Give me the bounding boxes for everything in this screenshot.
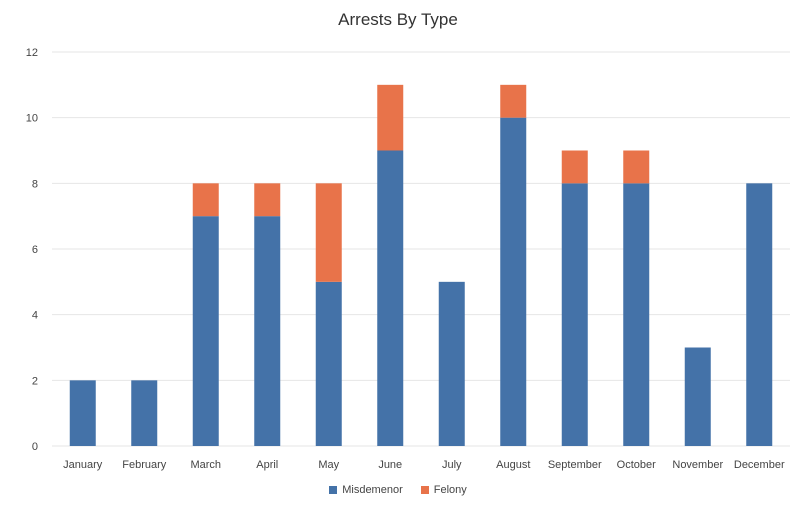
x-tick-label: November: [672, 459, 723, 471]
bar-misdemenor-may: [315, 281, 342, 446]
legend-label-felony: Felony: [433, 484, 467, 496]
bar-misdemenor-march: [192, 216, 219, 446]
legend-item-misdemenor: Misdemenor: [329, 484, 403, 496]
bar-felony-october: [623, 150, 650, 184]
x-tick-label: December: [734, 459, 785, 471]
bar-felony-may: [315, 183, 342, 282]
bar-misdemenor-february: [131, 380, 158, 446]
y-tick-label: 4: [32, 310, 38, 322]
grid: [52, 51, 790, 447]
chart-plot: 0 2 4 6 8 10 12 January February March April May Ju…: [26, 47, 790, 471]
legend-swatch-misdemenor: [329, 486, 338, 494]
y-tick-label: 10: [26, 113, 38, 125]
bar-felony-april: [254, 183, 281, 217]
y-tick-label: 0: [32, 441, 38, 453]
bar-misdemenor-august: [500, 117, 527, 447]
legend-item-felony: Felony: [420, 484, 467, 496]
bar-felony-august: [500, 84, 527, 118]
y-tick-label: 12: [26, 47, 38, 59]
legend: Misdemenor Felony: [0, 484, 796, 496]
y-tick-label: 6: [32, 244, 38, 256]
chart-title: Arrests By Type: [338, 10, 458, 29]
legend-swatch-felony: [420, 486, 429, 494]
bar-misdemenor-july: [438, 281, 465, 446]
y-tick-label: 2: [32, 375, 38, 387]
bar-misdemenor-january: [69, 380, 96, 446]
x-tick-label: May: [318, 459, 339, 471]
x-tick-label: January: [63, 459, 103, 471]
bar-felony-september: [561, 150, 588, 184]
x-tick-label: September: [548, 459, 602, 471]
x-tick-label: March: [190, 459, 221, 471]
y-tick-label: 8: [32, 178, 38, 190]
legend-label-misdemenor: Misdemenor: [342, 484, 403, 496]
bar-misdemenor-october: [623, 183, 650, 447]
bar-felony-june: [377, 84, 404, 151]
x-tick-label: October: [617, 459, 656, 471]
bar-misdemenor-april: [254, 216, 281, 446]
x-tick-label: August: [496, 459, 530, 471]
bar-misdemenor-june: [377, 150, 404, 446]
bars: [69, 84, 773, 447]
x-axis: January February March April May June July Augu…: [63, 459, 785, 471]
bar-misdemenor-september: [561, 183, 588, 447]
y-axis: 0 2 4 6 8 10 12: [26, 47, 38, 453]
x-tick-label: April: [256, 459, 278, 471]
bar-misdemenor-december: [746, 183, 773, 447]
bar-felony-march: [192, 183, 219, 217]
x-tick-label: June: [378, 459, 402, 471]
x-tick-label: February: [122, 459, 167, 471]
x-tick-label: July: [442, 459, 462, 471]
bar-misdemenor-november: [684, 347, 711, 446]
